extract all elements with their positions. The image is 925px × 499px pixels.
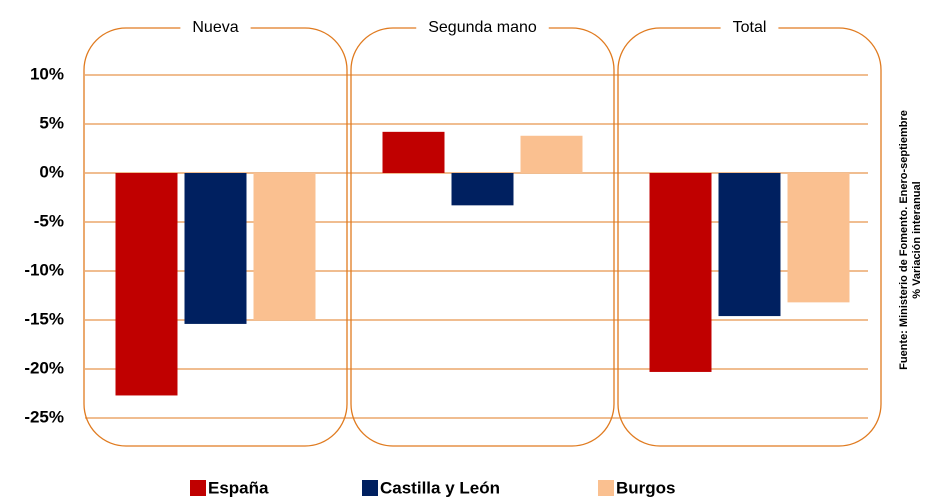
legend-swatch	[190, 480, 206, 496]
group-label: Nueva	[192, 19, 238, 36]
group-box	[350, 27, 615, 447]
bar	[787, 173, 850, 303]
y-tick-label: 0%	[39, 162, 64, 181]
y-tick-label: -20%	[24, 358, 64, 377]
y-tick-label: 5%	[39, 113, 64, 132]
legend-label: Castilla y León	[380, 478, 500, 497]
group-label: Total	[733, 19, 767, 36]
legend-label: Burgos	[616, 478, 676, 497]
bar	[115, 173, 178, 396]
y-tick-label: -15%	[24, 309, 64, 328]
legend-swatch	[362, 480, 378, 496]
bar	[184, 173, 247, 324]
source-note: Fuente: Ministerio de Fomento. Enero-sep…	[898, 110, 910, 370]
bar	[253, 173, 316, 320]
bar	[649, 173, 712, 372]
bar	[451, 173, 514, 206]
legend-swatch	[598, 480, 614, 496]
y-tick-label: -10%	[24, 260, 64, 279]
bar	[718, 173, 781, 317]
bar	[520, 135, 583, 173]
axis-note: % Variación interanual	[911, 181, 923, 298]
y-tick-label: -25%	[24, 407, 64, 426]
label-gap	[416, 20, 549, 36]
bar	[382, 131, 445, 173]
legend-label: España	[208, 478, 269, 497]
y-tick-label: 10%	[30, 64, 64, 83]
label-gap	[720, 20, 779, 36]
y-tick-label: -5%	[34, 211, 64, 230]
label-gap	[180, 20, 251, 36]
group-label: Segunda mano	[428, 19, 537, 36]
